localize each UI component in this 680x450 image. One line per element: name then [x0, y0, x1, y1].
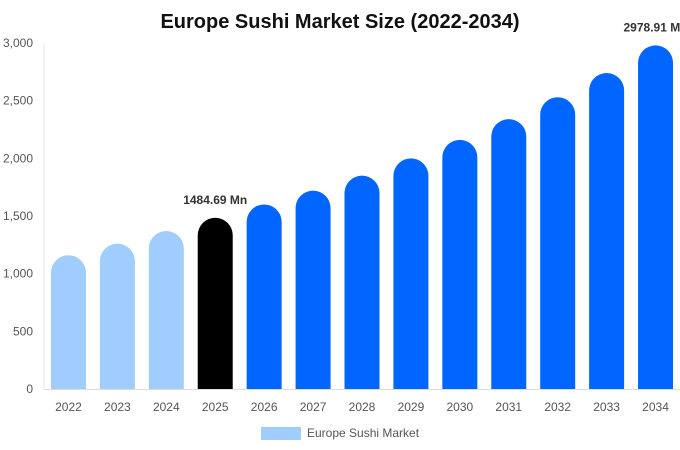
x-tick-label: 2033 [593, 400, 620, 414]
data-label-2025: 1484.69 Mn [183, 193, 247, 207]
x-tick-label: 2024 [153, 400, 180, 414]
bar-2029 [393, 158, 429, 389]
y-tick-label: 2,000 [3, 151, 33, 165]
chart-title: Europe Sushi Market Size (2022-2034) [160, 11, 519, 33]
y-tick-label: 1,000 [3, 267, 33, 281]
bar-2033 [589, 72, 625, 389]
x-tick-label: 2026 [251, 400, 278, 414]
bar-2026 [246, 204, 282, 389]
x-tick-label: 2025 [202, 400, 229, 414]
bar-2022 [50, 255, 86, 389]
y-tick-label: 500 [13, 324, 33, 338]
y-tick-label: 1,500 [3, 209, 33, 223]
y-axis: 0 500 1,000 1,500 2,000 2,500 3,000 [3, 36, 45, 396]
x-tick-label: 2027 [300, 400, 327, 414]
bar-2027 [295, 190, 331, 389]
x-tick-label: 2034 [642, 400, 669, 414]
bar-2034 [638, 45, 674, 390]
x-tick-label: 2028 [349, 400, 376, 414]
bar-2030 [442, 139, 478, 389]
annotations: 1484.69 Mn 2978.91 Mn [183, 20, 680, 206]
legend-label: Europe Sushi Market [307, 426, 420, 440]
y-tick-label: 0 [26, 382, 33, 396]
data-label-2034: 2978.91 Mn [624, 20, 680, 34]
y-tick-label: 3,000 [3, 36, 33, 50]
bar-2024 [148, 230, 184, 389]
bar-2032 [540, 97, 576, 389]
y-tick-label: 2,500 [3, 94, 33, 108]
x-tick-label: 2031 [495, 400, 522, 414]
legend: Europe Sushi Market [261, 426, 420, 440]
x-tick-label: 2032 [544, 400, 571, 414]
x-axis: 2022 2023 2024 2025 2026 2027 2028 2029 2030 2031… [44, 389, 680, 414]
bar-2025 [197, 217, 233, 389]
x-tick-label: 2022 [55, 400, 82, 414]
bar-2031 [491, 119, 527, 390]
bars [50, 45, 674, 390]
bar-2023 [99, 243, 135, 389]
x-tick-label: 2030 [446, 400, 473, 414]
x-tick-label: 2023 [104, 400, 131, 414]
legend-swatch [261, 427, 301, 440]
bar-2028 [344, 175, 380, 389]
x-tick-label: 2029 [398, 400, 425, 414]
